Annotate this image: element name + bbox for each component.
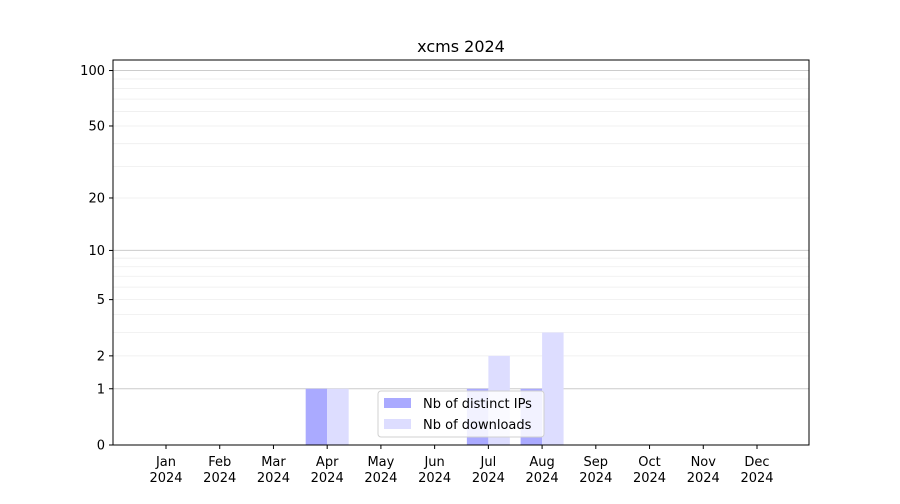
legend	[377, 390, 545, 438]
x-tick-label-year: 2024	[311, 471, 344, 486]
x-tick-label: May	[367, 455, 394, 470]
y-tick-label: 100	[80, 64, 105, 79]
legend-label: Nb of downloads	[423, 418, 532, 433]
x-tick-label: Apr	[316, 455, 339, 470]
y-tick-label: 0	[97, 439, 105, 454]
x-tick-label: Oct	[638, 455, 660, 470]
y-tick-label: 50	[88, 119, 105, 134]
bar-downloads	[327, 388, 349, 445]
x-tick-label: Jul	[480, 455, 497, 470]
y-tick-label: 10	[88, 244, 105, 259]
x-tick-label-year: 2024	[633, 471, 666, 486]
plot-frame	[112, 59, 810, 446]
x-tick-label: Feb	[208, 455, 231, 470]
x-tick-label: Jun	[423, 455, 444, 470]
x-tick-label-year: 2024	[740, 471, 773, 486]
x-tick-label-year: 2024	[257, 471, 290, 486]
x-tick-label-year: 2024	[526, 471, 559, 486]
bar-downloads	[542, 332, 564, 445]
x-tick-label: Nov	[691, 455, 717, 470]
y-tick-label: 5	[97, 293, 105, 308]
x-tick-label-year: 2024	[364, 471, 397, 486]
x-tick-label-year: 2024	[687, 471, 720, 486]
x-tick-label-year: 2024	[418, 471, 451, 486]
x-tick-label-year: 2024	[472, 471, 505, 486]
x-tick-label: Mar	[261, 455, 286, 470]
x-tick-label-year: 2024	[203, 471, 236, 486]
x-tick-label: Aug	[529, 455, 554, 470]
y-tick-label: 20	[88, 191, 105, 206]
bar-distinct-ips	[305, 388, 328, 445]
legend-swatch	[384, 398, 411, 408]
x-tick-label: Dec	[744, 455, 769, 470]
y-tick-label: 2	[97, 349, 105, 364]
x-tick-label: Sep	[584, 455, 609, 470]
y-tick-label: 1	[97, 382, 105, 397]
x-tick-label-year: 2024	[579, 471, 612, 486]
legend-swatch	[384, 419, 411, 429]
x-tick-label-year: 2024	[149, 471, 182, 486]
chart-title: xcms 2024	[417, 37, 505, 56]
x-tick-label: Jan	[155, 455, 176, 470]
legend-label: Nb of distinct IPs	[423, 397, 532, 412]
